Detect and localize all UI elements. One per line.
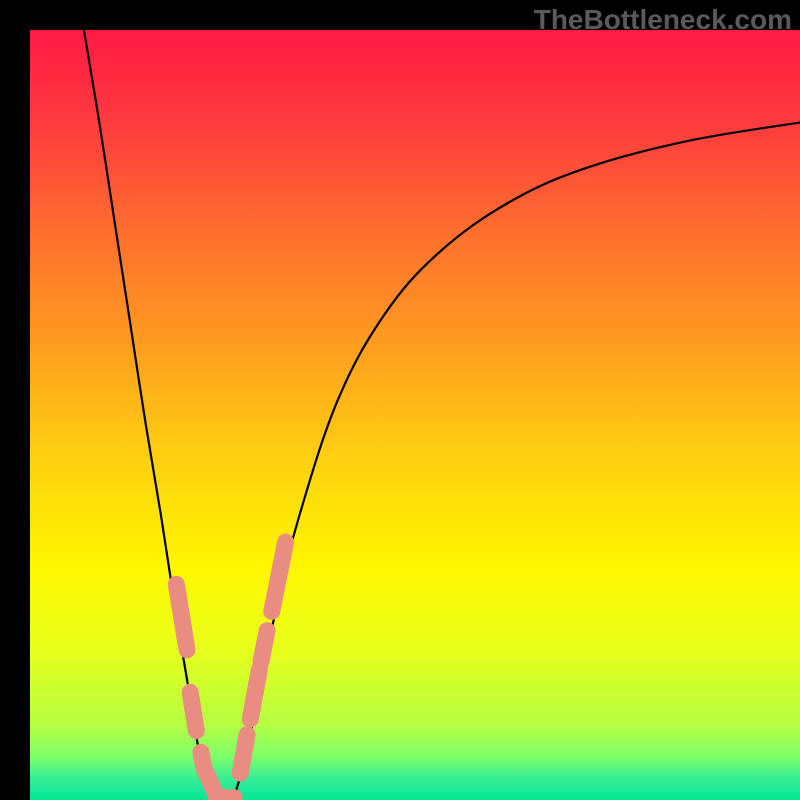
chart-container: TheBottleneck.com: [0, 0, 800, 800]
marker-capsule: [206, 773, 214, 792]
markers-group: [176, 542, 285, 798]
watermark-text: TheBottleneck.com: [534, 4, 792, 36]
chart-svg: [30, 30, 800, 800]
marker-capsule: [261, 631, 267, 662]
marker-capsule: [190, 692, 196, 731]
marker-capsule: [176, 584, 187, 649]
marker-capsule: [272, 542, 286, 611]
plot-area: [30, 30, 800, 800]
marker-capsule: [250, 669, 259, 719]
marker-capsule: [240, 735, 247, 774]
